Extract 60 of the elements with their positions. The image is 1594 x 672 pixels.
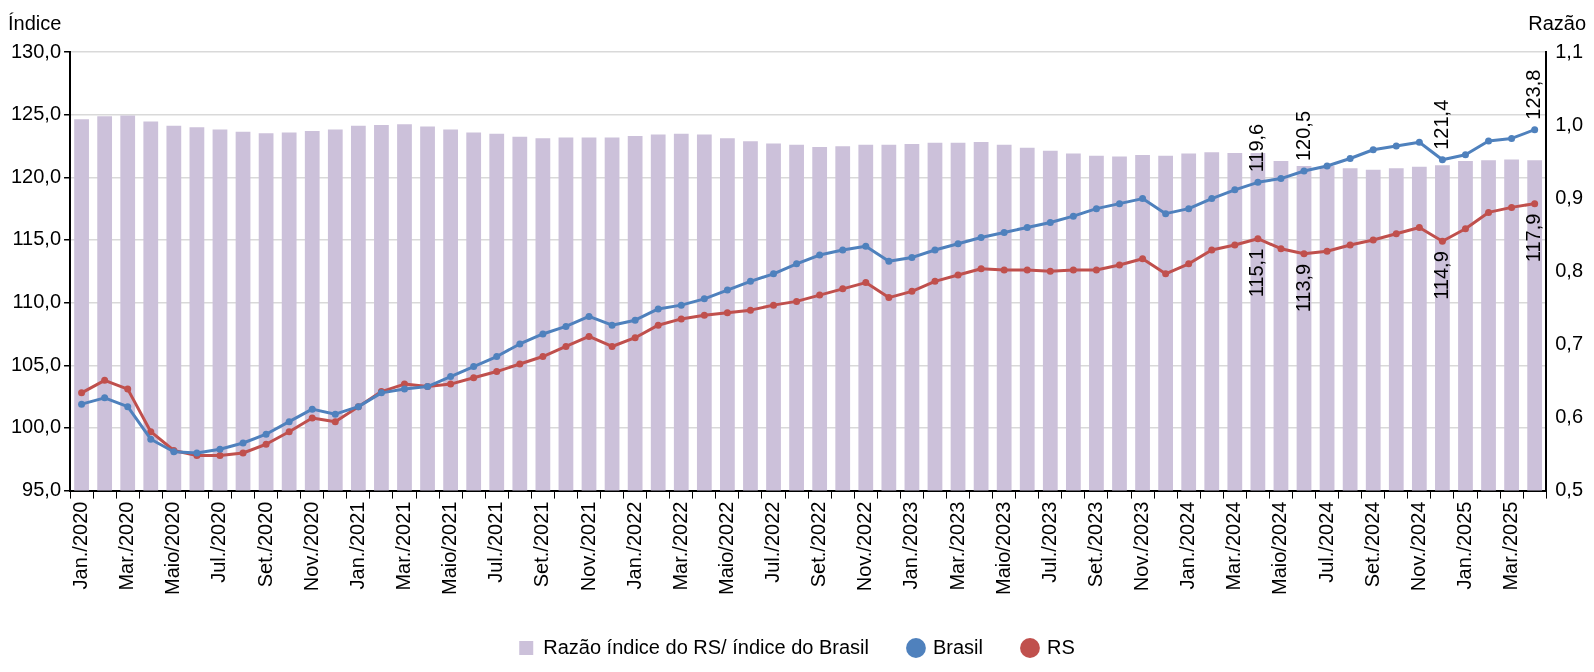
y-tick-label: 130,0 bbox=[10, 39, 62, 62]
y-tick-label: 120,0 bbox=[10, 164, 62, 187]
x-tick-label: Nov./2021 bbox=[576, 501, 599, 592]
y-tick-label: 110,0 bbox=[12, 290, 62, 313]
x-tick-label: Jan./2020 bbox=[69, 501, 92, 590]
data-label: 114,9 bbox=[1429, 251, 1452, 300]
x-tick-label: Jul./2020 bbox=[207, 501, 230, 583]
data-label: 120,5 bbox=[1291, 110, 1314, 162]
x-tick-label: Maio/2023 bbox=[991, 501, 1014, 596]
x-tick-label: Jan./2023 bbox=[899, 501, 922, 590]
x-tick-label: Jan./2021 bbox=[345, 501, 368, 590]
x-tick-label: Set./2023 bbox=[1083, 501, 1106, 588]
x-tick-label: Set./2021 bbox=[530, 501, 553, 588]
x-tick-label: Mar./2024 bbox=[1222, 501, 1245, 591]
x-tick-label: Maio/2024 bbox=[1268, 501, 1291, 596]
y-tick-label: 115,0 bbox=[12, 227, 62, 250]
x-tick-label: Set./2022 bbox=[807, 501, 830, 588]
x-tick-label: Jul./2022 bbox=[761, 501, 784, 583]
data-label: 115,1 bbox=[1245, 248, 1268, 298]
legend-label: RS bbox=[1046, 635, 1075, 658]
x-tick-label: Nov./2023 bbox=[1130, 501, 1153, 592]
x-tick-label: Jan./2022 bbox=[622, 501, 645, 590]
data-label: 123,8 bbox=[1522, 69, 1545, 120]
y-tick-label: 100,0 bbox=[10, 415, 62, 438]
legend-label: Brasil bbox=[932, 635, 983, 658]
x-tick-label: Jul./2024 bbox=[1314, 501, 1337, 583]
data-label: 117,9 bbox=[1522, 213, 1545, 263]
x-tick-label: Maio/2022 bbox=[714, 501, 737, 596]
x-tick-label: Set./2024 bbox=[1360, 501, 1383, 588]
x-tick-label: Mar./2021 bbox=[392, 501, 414, 591]
x-tick-label: Mar./2025 bbox=[1499, 501, 1522, 591]
y2-tick-label: 0,6 bbox=[1555, 405, 1584, 428]
x-tick-label: Jul./2021 bbox=[484, 501, 507, 583]
x-tick-label: Nov./2024 bbox=[1406, 501, 1429, 592]
x-tick-label: Maio/2020 bbox=[161, 501, 184, 596]
x-tick-label: Jan./2025 bbox=[1452, 501, 1475, 590]
x-tick-label: Nov./2020 bbox=[299, 501, 322, 592]
legend-label: Razão índice do RS/ índice do Brasil bbox=[543, 635, 869, 658]
y-axis-title: Índice bbox=[8, 11, 62, 34]
y-tick-label: 95,0 bbox=[22, 478, 62, 501]
y2-tick-label: 1,0 bbox=[1555, 112, 1584, 135]
y2-tick-label: 0,8 bbox=[1555, 258, 1584, 281]
data-label: 113,9 bbox=[1291, 263, 1314, 313]
x-tick-label: Mar./2022 bbox=[668, 501, 691, 591]
x-tick-label: Jan./2024 bbox=[1176, 501, 1199, 590]
x-tick-label: Mar./2023 bbox=[945, 501, 968, 591]
y-tick-label: 125,0 bbox=[10, 102, 62, 125]
x-tick-label: Nov./2022 bbox=[853, 501, 876, 592]
y2-tick-label: 0,5 bbox=[1555, 478, 1584, 501]
x-tick-label: Maio/2021 bbox=[438, 501, 461, 596]
x-tick-label: Mar./2020 bbox=[115, 501, 138, 591]
y2-tick-label: 0,7 bbox=[1555, 331, 1584, 354]
data-label: 119,6 bbox=[1245, 123, 1268, 173]
y2-tick-label: 1,1 bbox=[1555, 39, 1584, 62]
x-tick-label: Set./2020 bbox=[253, 501, 276, 588]
y2-tick-label: 0,9 bbox=[1555, 185, 1584, 208]
y-tick-label: 105,0 bbox=[10, 352, 62, 375]
y2-axis-title: Razão bbox=[1528, 11, 1586, 34]
x-tick-label: Jul./2023 bbox=[1037, 501, 1060, 583]
data-label: 121,4 bbox=[1429, 99, 1452, 150]
